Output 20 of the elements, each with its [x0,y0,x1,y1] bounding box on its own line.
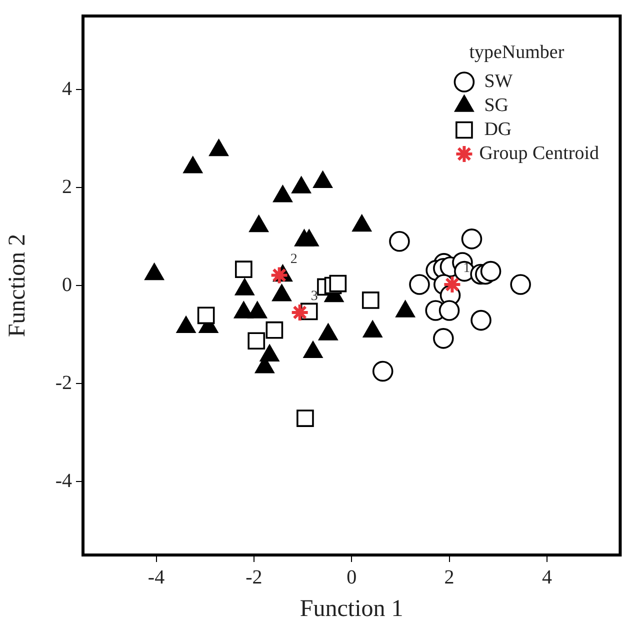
x-tick-label: 0 [346,566,357,588]
y-tick-label: 0 [62,274,72,296]
legend-label: DG [484,118,512,140]
y-axis-title: Function 2 [4,234,31,338]
x-tick-label: 4 [542,566,552,588]
x-axis-title: Function 1 [300,596,404,622]
y-tick-label: 4 [62,78,72,100]
legend-title: typeNumber [469,42,565,63]
annotation: 3 [310,289,318,304]
x-tick-label: -2 [246,566,262,588]
y-tick-label: 2 [62,176,72,198]
x-tick-label: 2 [444,566,454,588]
y-tick-label: -4 [55,470,72,492]
y-tick-label: -2 [55,372,72,394]
annotation: 1 [463,261,470,276]
legend-label: Group Centroid [479,142,600,164]
annotation: 2 [290,252,298,267]
legend-label: SW [484,70,513,92]
x-tick-label: -4 [148,566,165,588]
legend-label: SG [484,94,509,116]
